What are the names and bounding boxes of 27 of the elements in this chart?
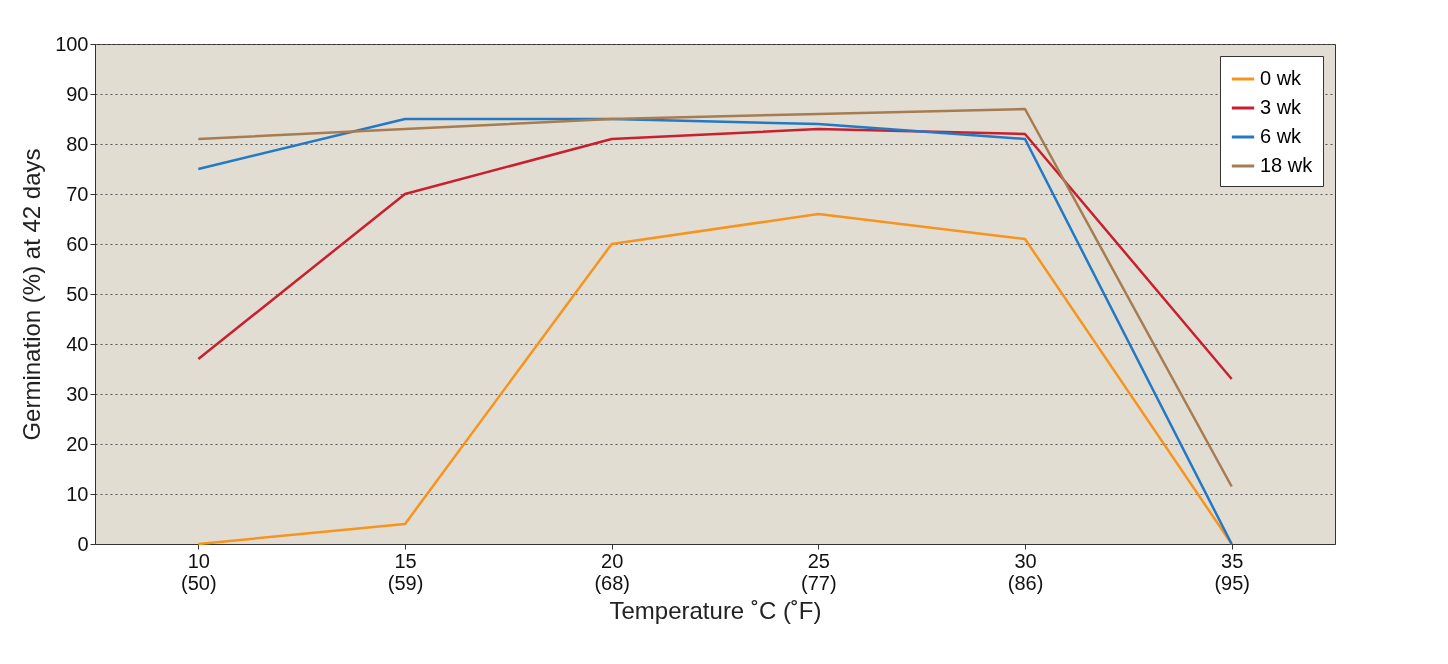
y-tick-label: 30 [66,382,89,405]
y-tick-label: 80 [66,132,89,155]
x-axis-title: Temperature ˚C (˚F) [609,596,822,624]
line-series [197,127,1233,381]
y-tick-label: 0 [77,532,89,555]
legend-label: 18 wk [1260,154,1314,176]
line-series [197,117,1233,546]
y-tick-label: 60 [66,232,89,255]
legend-label: 0 wk [1260,67,1303,89]
x-tick-label: 25 (77) [801,549,837,594]
legend-label: 3 wk [1260,96,1303,118]
y-tick-label: 100 [55,32,89,55]
y-tick-label: 70 [66,182,89,205]
y-tick-label: 40 [66,332,89,355]
y-tick-label: 50 [66,282,89,305]
y-tick-label: 90 [66,82,89,105]
x-tick-label: 35 (95) [1214,549,1250,594]
y-tick-label: 20 [66,432,89,455]
y-axis-title: Germination (%) at 42 days [18,148,46,441]
x-tick-label: 10 (50) [181,549,217,594]
y-tick-label: 10 [66,482,89,505]
x-tick-label: 20 (68) [594,549,630,594]
line-series [197,212,1233,546]
x-tick-label: 15 (59) [387,549,424,594]
x-tick-label: 30 (86) [1007,549,1044,594]
legend-label: 6 wk [1260,125,1303,147]
line-series [197,107,1233,488]
